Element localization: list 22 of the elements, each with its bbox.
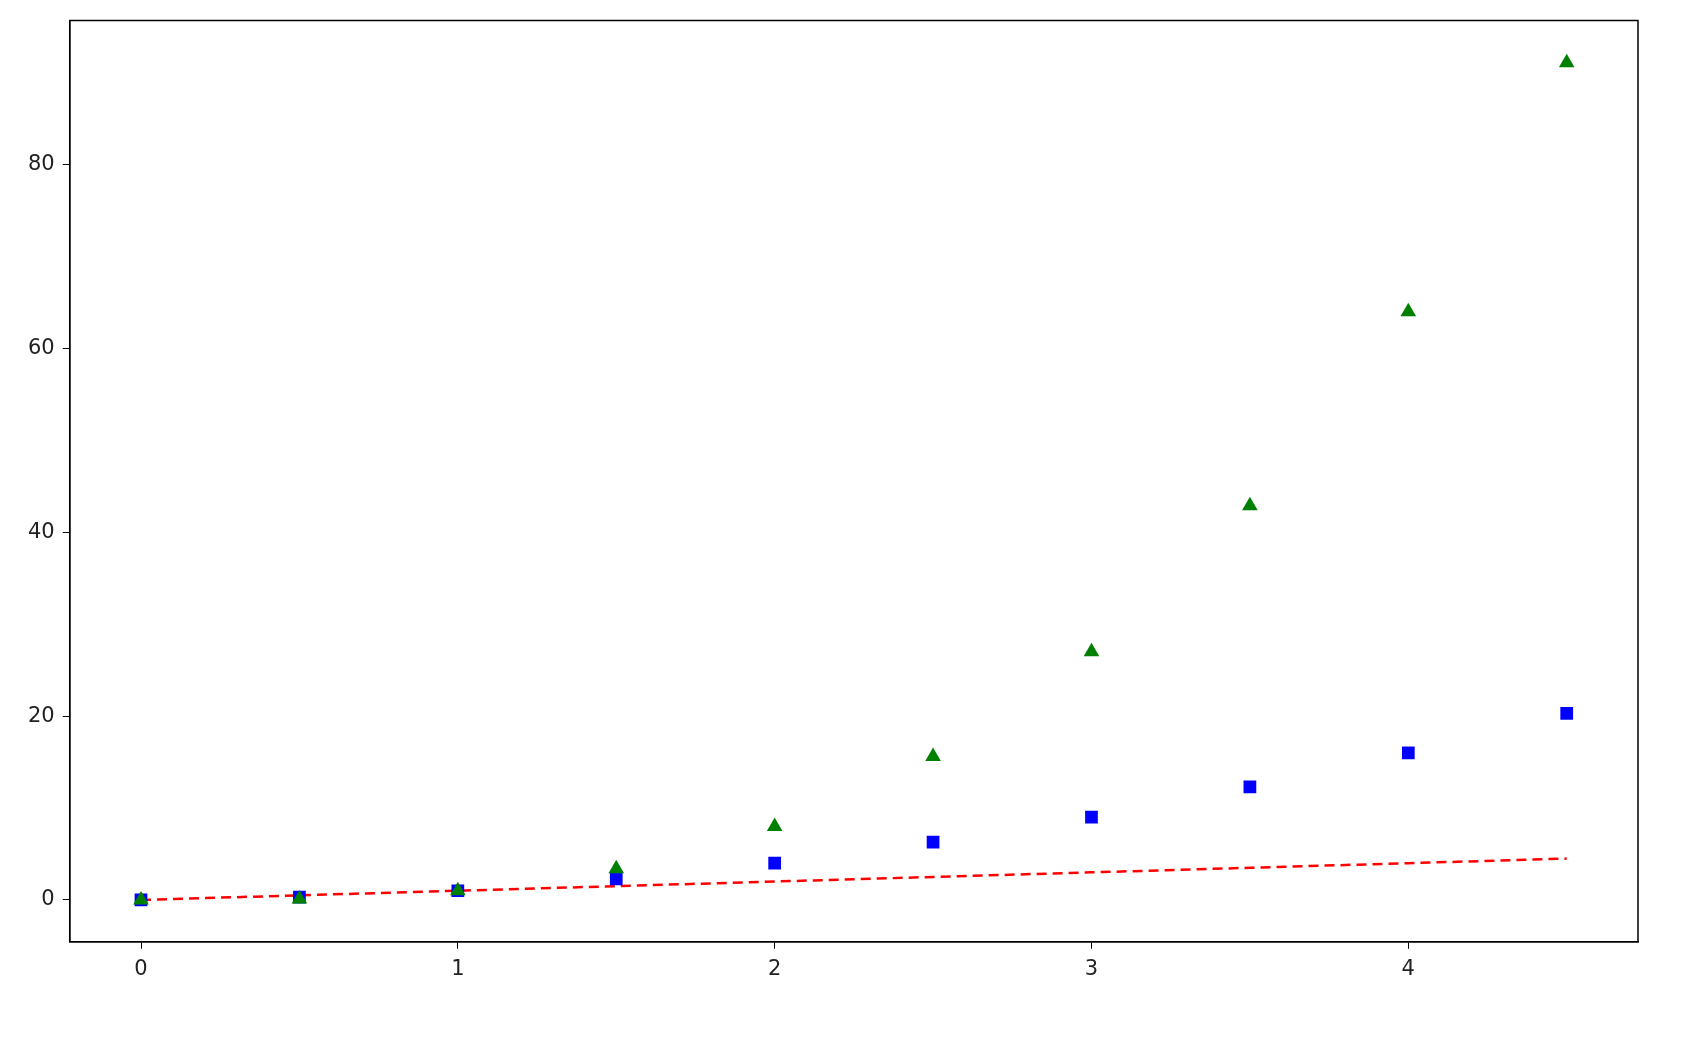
x-tick-label: 4 (1401, 955, 1415, 980)
y-tick-label: 60 (27, 334, 55, 359)
point (1083, 642, 1100, 657)
point (768, 856, 782, 870)
point (1400, 302, 1417, 317)
y-tick-label: 40 (27, 518, 55, 543)
y-tick-label: 80 (27, 151, 55, 176)
point (1085, 810, 1098, 824)
x-tick-label: 0 (134, 955, 148, 980)
y-tick-label: 20 (27, 702, 55, 727)
y-tick-label: 0 (41, 886, 55, 911)
point (609, 872, 623, 886)
x-tick-label: 3 (1084, 955, 1099, 980)
x-tick-label: 2 (767, 955, 782, 980)
point (925, 747, 941, 762)
point (1558, 53, 1575, 68)
x-tick-label: 1 (451, 955, 465, 980)
point (608, 859, 625, 874)
point (1560, 707, 1574, 720)
point (1242, 496, 1258, 511)
point (766, 817, 783, 831)
point (1401, 746, 1415, 760)
